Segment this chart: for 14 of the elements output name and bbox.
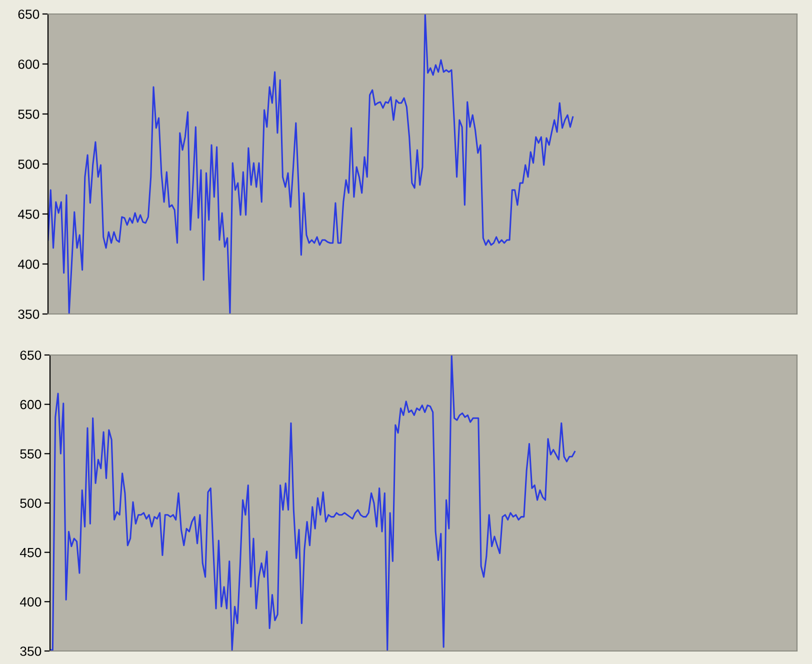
y-tick-label: 550 bbox=[20, 449, 42, 459]
y-tick-label: 500 bbox=[20, 498, 42, 508]
y-tick-label: 400 bbox=[20, 597, 42, 607]
y-tick-label: 600 bbox=[18, 60, 40, 69]
y-tick-label: 450 bbox=[18, 210, 40, 219]
y-tick-label: 500 bbox=[18, 160, 40, 169]
y-tick-label: 450 bbox=[20, 548, 42, 558]
y-tick-label: 400 bbox=[18, 260, 40, 269]
y-tick-label: 650 bbox=[20, 350, 42, 360]
y-tick-label: 650 bbox=[18, 10, 40, 19]
y-tick-label: 350 bbox=[20, 646, 42, 656]
y-tick-label: 600 bbox=[20, 400, 42, 410]
y-tick-label: 550 bbox=[18, 110, 40, 119]
y-tick-label: 350 bbox=[18, 310, 40, 319]
